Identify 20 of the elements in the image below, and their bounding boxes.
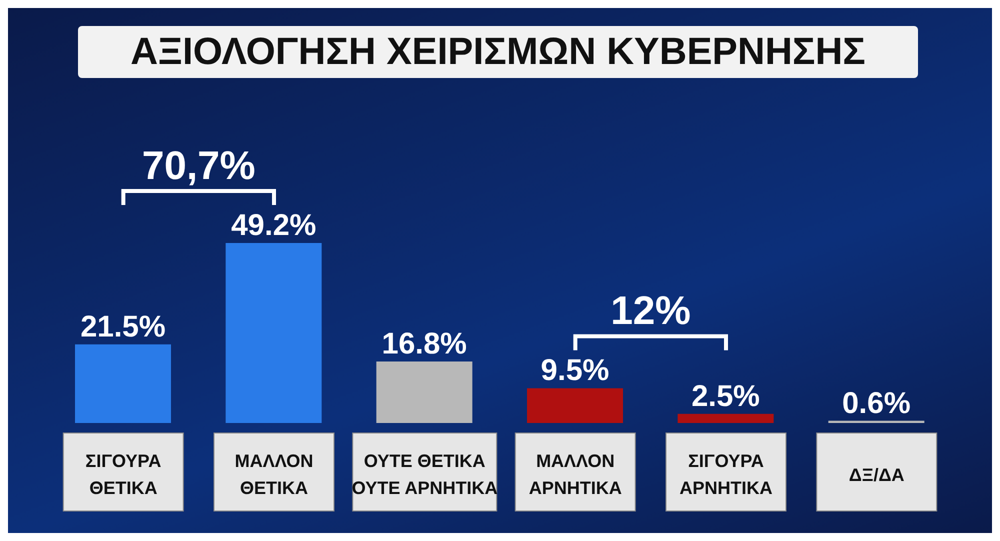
bar (376, 362, 472, 423)
x-tick-label: ΜΑΛΛΟΝ ΘΕΤΙΚΑ (234, 451, 314, 498)
bar (75, 344, 171, 423)
x-tick-label: ΟΥΤΕ ΘΕΤΙΚΑ ΟΥΤΕ ΑΡΝΗΤΙΚΑ (352, 451, 498, 498)
bar (678, 414, 774, 423)
bar (226, 243, 322, 423)
annotation: 12% (610, 289, 691, 334)
x-tick-label: ΔΞ/ΔΑ (848, 465, 904, 485)
data-label: 21.5% (80, 310, 166, 344)
chart-title: ΑΞΙΟΛΟΓΗΣΗ ΧΕΙΡΙΣΜΩΝ ΚΥΒΕΡΝΗΣΗΣ (130, 30, 866, 74)
x-tick-label: ΣΙΓΟΥΡΑ ΑΡΝΗΤΙΚΑ (680, 451, 772, 498)
data-label: 2.5% (691, 380, 760, 413)
bar (527, 388, 623, 423)
x-tick-label: ΜΑΛΛΟΝ ΑΡΝΗΤΙΚΑ (528, 451, 622, 498)
data-label: 49.2% (231, 209, 316, 242)
data-label: 16.8% (382, 328, 467, 361)
x-tick-label: ΣΙΓΟΥΡΑ ΘΕΤΙΚΑ (85, 451, 162, 498)
data-label: 0.6% (842, 386, 911, 420)
data-label: 9.5% (540, 354, 610, 388)
text: 70,7% (142, 144, 256, 188)
